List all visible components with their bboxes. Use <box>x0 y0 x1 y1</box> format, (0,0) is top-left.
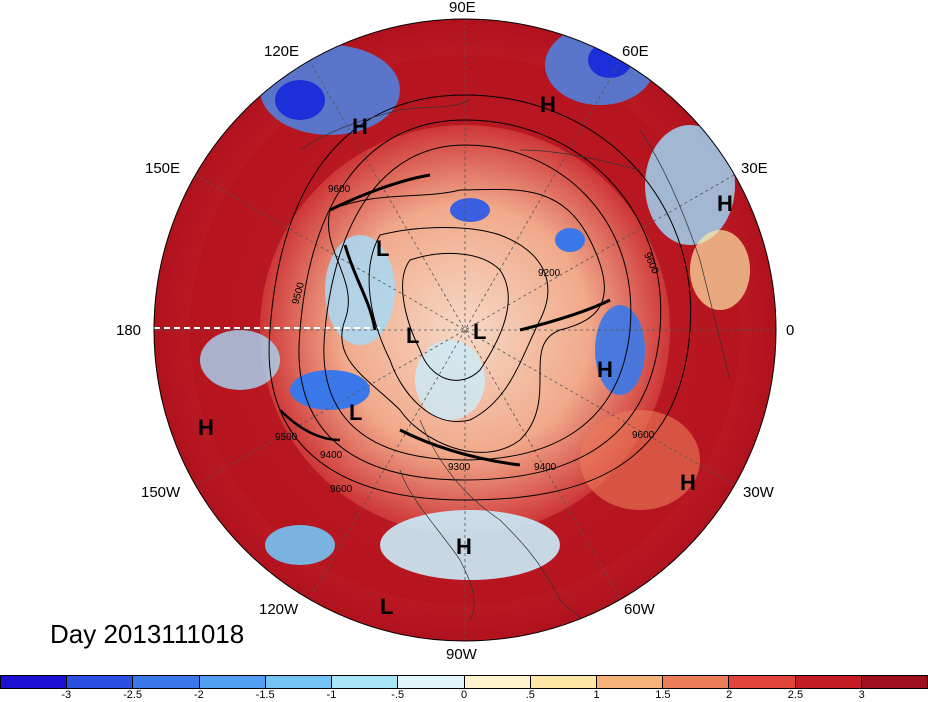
height-contours <box>268 94 692 501</box>
colorbar-swatch <box>133 676 200 688</box>
lon-label-60e: 60E <box>622 43 649 60</box>
low-center: L <box>473 319 486 344</box>
colorbar-tick-label: -.5 <box>391 689 405 701</box>
colorbar-swatch <box>67 676 134 688</box>
colorbar-swatch <box>795 676 862 688</box>
high-center: H <box>198 415 214 440</box>
colorbar-swatch <box>1 676 68 688</box>
contour-label: 9600 <box>632 430 655 441</box>
colorbar-tick-label: -1 <box>326 689 337 701</box>
longitude-labels: 90E 120E 60E 150E 30E 180 0 150W 30W 120… <box>116 0 794 663</box>
lon-label-0: 0 <box>786 322 794 339</box>
anomaly-field <box>154 19 776 641</box>
colorbar-swatch <box>663 676 730 688</box>
polar-map: 90E 120E 60E 150E 30E 180 0 150W 30W 120… <box>116 0 794 663</box>
high-center: H <box>352 114 368 139</box>
high-center: H <box>717 191 733 216</box>
lon-label-30w: 30W <box>743 484 775 501</box>
colorbar-swatch <box>332 676 399 688</box>
colorbar-swatch <box>861 676 928 688</box>
contour-label: 9400 <box>534 462 557 473</box>
colorbar: -3 -2.5 -2 -1.5 -1 -.5 0 .5 1 1.5 2 2.5 3 <box>0 675 928 702</box>
lon-label-90w: 90W <box>446 646 478 663</box>
graticule <box>154 19 776 641</box>
contour-label: 9500 <box>275 432 298 443</box>
lon-label-150e: 150E <box>145 160 180 177</box>
colorbar-tick-label: 2 <box>726 689 733 701</box>
contour-label: 9600 <box>330 484 353 495</box>
low-center: L <box>380 594 393 619</box>
colorbar-tick-label: 1 <box>593 689 600 701</box>
date-title: Day 2013111018 <box>50 619 245 649</box>
contour-label: 9600 <box>328 184 351 195</box>
lon-label-120e: 120E <box>264 43 299 60</box>
low-center: L <box>406 323 419 348</box>
colorbar-tick-label: -3 <box>61 689 72 701</box>
contour-label: 9300 <box>448 462 471 473</box>
lon-label-180: 180 <box>116 322 141 339</box>
map-border <box>153 18 777 642</box>
colorbar-swatch <box>464 676 531 688</box>
lon-label-60w: 60W <box>624 601 656 618</box>
colorbar-tick-label: 3 <box>858 689 865 701</box>
colorbar-swatch <box>530 676 597 688</box>
high-center: H <box>540 92 556 117</box>
colorbar-swatch <box>596 676 664 688</box>
colorbar-tick-label: 2.5 <box>787 689 804 701</box>
low-center: L <box>349 400 362 425</box>
colorbar-tick-label: 0 <box>460 689 468 701</box>
colorbar-tick-label: 1.5 <box>655 689 671 701</box>
lon-label-150w: 150W <box>141 484 181 501</box>
low-center: L <box>376 236 389 261</box>
colorbar-tick-label: -1.5 <box>255 689 275 701</box>
lon-label-90e: 90E <box>449 0 476 16</box>
lon-label-120w: 120W <box>259 601 299 618</box>
contour-label: 9400 <box>320 450 343 461</box>
pressure-centers: H H H H H H H L L L L L <box>198 92 733 619</box>
high-center: H <box>456 534 472 559</box>
colorbar-swatch <box>265 676 333 688</box>
high-center: H <box>680 470 696 495</box>
high-center: H <box>597 357 613 382</box>
colorbar-tick-label: -2.5 <box>123 689 143 701</box>
colorbar-swatch <box>729 676 796 688</box>
lon-label-30e: 30E <box>741 160 768 177</box>
colorbar-tick-label: -2 <box>193 689 204 701</box>
colorbar-boxes <box>0 675 928 689</box>
colorbar-tick-label: .5 <box>525 689 535 701</box>
contour-label: 9200 <box>538 268 561 279</box>
colorbar-swatch <box>199 676 266 688</box>
colorbar-swatch <box>398 676 465 688</box>
